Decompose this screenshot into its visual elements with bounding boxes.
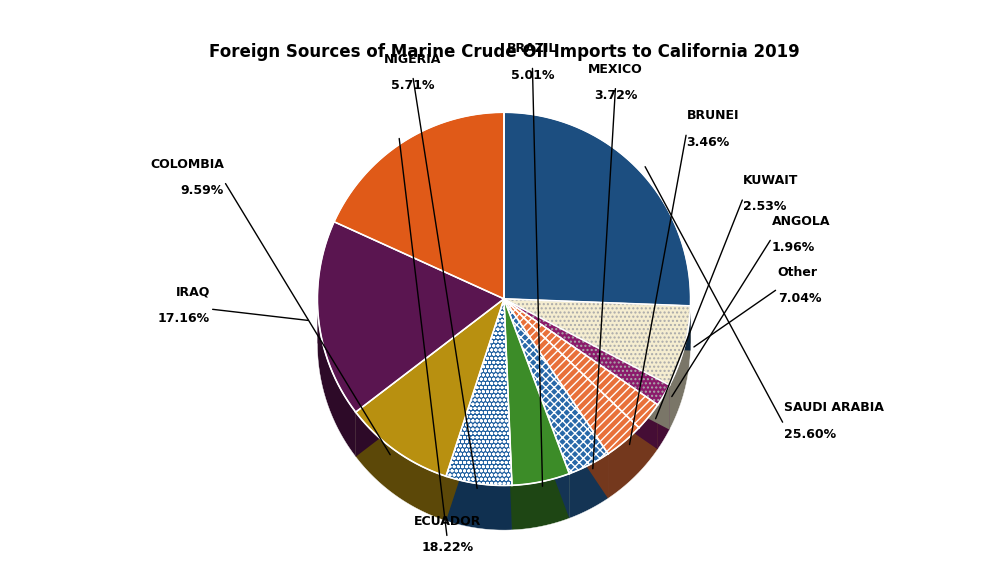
Text: ECUADOR: ECUADOR bbox=[413, 515, 481, 528]
Text: SAUDI ARABIA: SAUDI ARABIA bbox=[784, 401, 884, 414]
Polygon shape bbox=[570, 454, 608, 518]
Text: 7.04%: 7.04% bbox=[778, 292, 822, 305]
Text: Other: Other bbox=[778, 265, 817, 278]
Text: Foreign Sources of Marine Crude Oil Imports to California 2019: Foreign Sources of Marine Crude Oil Impo… bbox=[209, 43, 799, 62]
Polygon shape bbox=[639, 405, 657, 472]
Polygon shape bbox=[504, 299, 512, 530]
Polygon shape bbox=[504, 299, 657, 428]
Polygon shape bbox=[504, 299, 657, 449]
Polygon shape bbox=[318, 222, 504, 412]
Polygon shape bbox=[608, 428, 639, 499]
Polygon shape bbox=[504, 299, 690, 350]
Text: 3.72%: 3.72% bbox=[594, 89, 637, 102]
Polygon shape bbox=[504, 299, 608, 499]
Text: 17.16%: 17.16% bbox=[157, 312, 210, 325]
Polygon shape bbox=[356, 299, 504, 456]
Text: IRAQ: IRAQ bbox=[175, 286, 210, 299]
Polygon shape bbox=[504, 113, 690, 306]
Polygon shape bbox=[356, 299, 504, 476]
Polygon shape bbox=[446, 476, 512, 530]
Text: 5.71%: 5.71% bbox=[391, 79, 434, 92]
Polygon shape bbox=[504, 299, 657, 449]
Polygon shape bbox=[446, 299, 512, 485]
Text: ANGOLA: ANGOLA bbox=[772, 215, 831, 228]
Text: KUWAIT: KUWAIT bbox=[743, 174, 798, 188]
Polygon shape bbox=[504, 299, 669, 430]
Polygon shape bbox=[504, 299, 639, 472]
Polygon shape bbox=[446, 299, 504, 521]
Polygon shape bbox=[504, 299, 512, 530]
Polygon shape bbox=[334, 113, 504, 299]
Polygon shape bbox=[504, 299, 669, 430]
Polygon shape bbox=[657, 385, 669, 449]
Polygon shape bbox=[318, 299, 356, 456]
Text: 1.96%: 1.96% bbox=[772, 241, 815, 254]
Polygon shape bbox=[504, 299, 639, 454]
Text: BRUNEI: BRUNEI bbox=[686, 110, 739, 122]
Polygon shape bbox=[356, 412, 446, 521]
Polygon shape bbox=[504, 299, 608, 499]
Text: 25.60%: 25.60% bbox=[784, 428, 836, 441]
Polygon shape bbox=[504, 299, 570, 518]
Text: COLOMBIA: COLOMBIA bbox=[150, 158, 224, 171]
Text: MEXICO: MEXICO bbox=[589, 63, 643, 76]
Text: 5.01%: 5.01% bbox=[511, 69, 554, 81]
Polygon shape bbox=[504, 299, 608, 473]
Text: 3.46%: 3.46% bbox=[686, 135, 730, 149]
Polygon shape bbox=[669, 306, 690, 430]
Polygon shape bbox=[446, 299, 504, 521]
Polygon shape bbox=[356, 299, 504, 456]
Polygon shape bbox=[512, 473, 570, 530]
Polygon shape bbox=[504, 299, 690, 385]
Polygon shape bbox=[504, 299, 570, 485]
Polygon shape bbox=[504, 299, 690, 350]
Text: 18.22%: 18.22% bbox=[421, 541, 474, 554]
Text: 2.53%: 2.53% bbox=[743, 200, 786, 213]
Text: BRAZIL: BRAZIL bbox=[507, 42, 557, 56]
Text: NIGERIA: NIGERIA bbox=[384, 53, 442, 66]
Polygon shape bbox=[504, 299, 570, 518]
Text: 9.59%: 9.59% bbox=[180, 184, 224, 197]
Polygon shape bbox=[504, 299, 669, 405]
Polygon shape bbox=[504, 299, 639, 472]
